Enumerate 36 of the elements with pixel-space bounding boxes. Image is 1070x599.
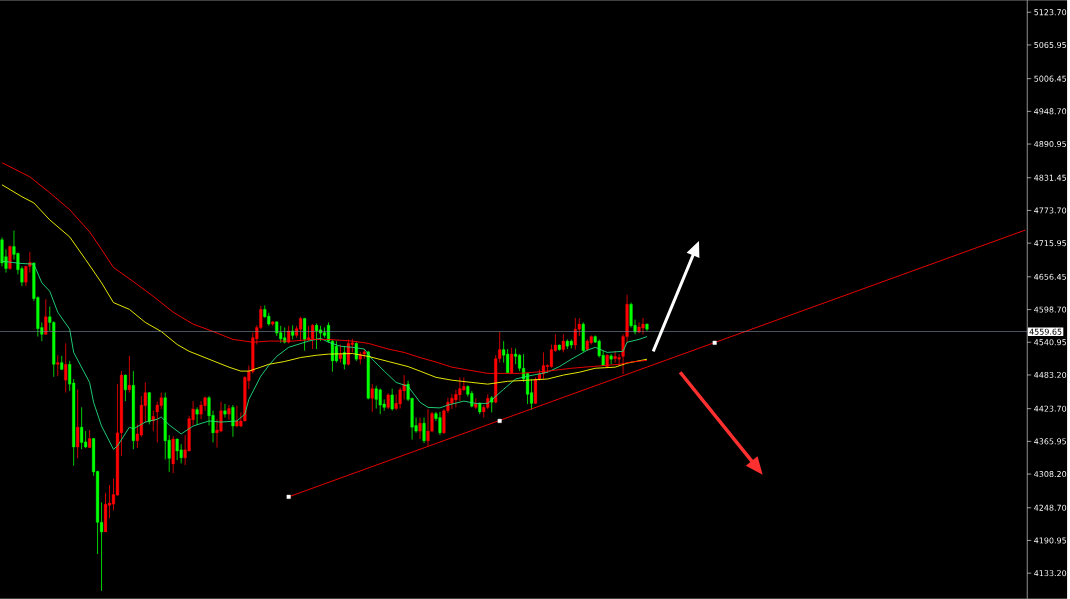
candlestick	[231, 404, 235, 438]
candlestick	[223, 403, 227, 418]
candlestick	[175, 438, 179, 461]
candlestick	[613, 350, 617, 364]
candlestick	[378, 388, 382, 415]
candlestick	[338, 344, 342, 364]
candlestick	[426, 408, 430, 447]
candlestick	[123, 374, 127, 402]
candlestick	[342, 345, 346, 370]
candlestick	[227, 404, 231, 421]
point	[286, 494, 291, 499]
candlestick	[199, 400, 203, 420]
candlestick	[641, 317, 645, 335]
candlestick	[609, 353, 613, 365]
candlestick	[374, 385, 378, 409]
candlestick	[526, 372, 530, 405]
candlestick	[573, 317, 577, 351]
candlestick	[44, 298, 48, 336]
candlestick	[76, 388, 80, 459]
candlestick	[370, 383, 374, 413]
candlestick	[418, 417, 422, 440]
candlestick	[8, 245, 12, 271]
candlestick	[64, 342, 68, 394]
point	[712, 340, 717, 345]
candlestick	[155, 401, 159, 443]
candlestick	[438, 411, 442, 436]
candlestick	[299, 316, 303, 342]
candlestick	[195, 406, 199, 426]
candlestick	[56, 354, 60, 377]
candlestick	[127, 355, 131, 394]
candlestick	[311, 323, 315, 350]
candlestick	[450, 393, 454, 410]
point	[497, 418, 502, 423]
candlestick	[390, 388, 394, 412]
candlestick	[549, 344, 553, 369]
candlestick	[422, 417, 426, 444]
